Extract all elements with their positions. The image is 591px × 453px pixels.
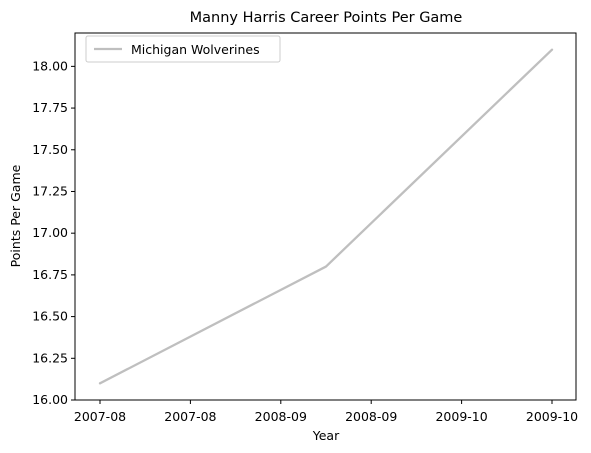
y-tick-label: 18.00	[32, 58, 68, 73]
series-layer	[98, 48, 554, 385]
y-axis-ticks: 16.00 16.25 16.50 16.75 17.00 17.25 17.50 17.75…	[32, 58, 75, 407]
y-axis-label: Points Per Game	[8, 164, 23, 267]
x-axis-ticks: 2007-08 2007-08 2008-09 2008-09 2009-10 2009-…	[74, 400, 578, 424]
y-tick-label: 17.50	[32, 142, 68, 157]
y-tick-label: 16.25	[32, 350, 68, 365]
plot-area	[74, 32, 577, 401]
legend: Michigan Wolverines	[85, 35, 281, 63]
chart-title: Manny Harris Career Points Per Game	[190, 10, 463, 26]
y-tick-label: 16.00	[32, 392, 68, 407]
legend-box	[85, 35, 281, 63]
legend-label: Michigan Wolverines	[131, 42, 260, 57]
x-tick-label: 2009-10	[435, 409, 487, 424]
x-tick-label: 2008-09	[255, 409, 307, 424]
x-tick-label: 2008-09	[345, 409, 397, 424]
x-tick-label: 2007-08	[74, 409, 126, 424]
y-tick-label: 17.00	[32, 225, 68, 240]
series-line	[98, 48, 554, 385]
y-tick-label: 17.75	[32, 100, 68, 115]
y-tick-label: 16.50	[32, 309, 68, 324]
y-tick-label: 16.75	[32, 267, 68, 282]
y-tick-label: 17.25	[32, 183, 68, 198]
x-tick-label: 2009-10	[526, 409, 578, 424]
x-axis-label: Year	[312, 428, 340, 443]
x-tick-label: 2007-08	[164, 409, 216, 424]
